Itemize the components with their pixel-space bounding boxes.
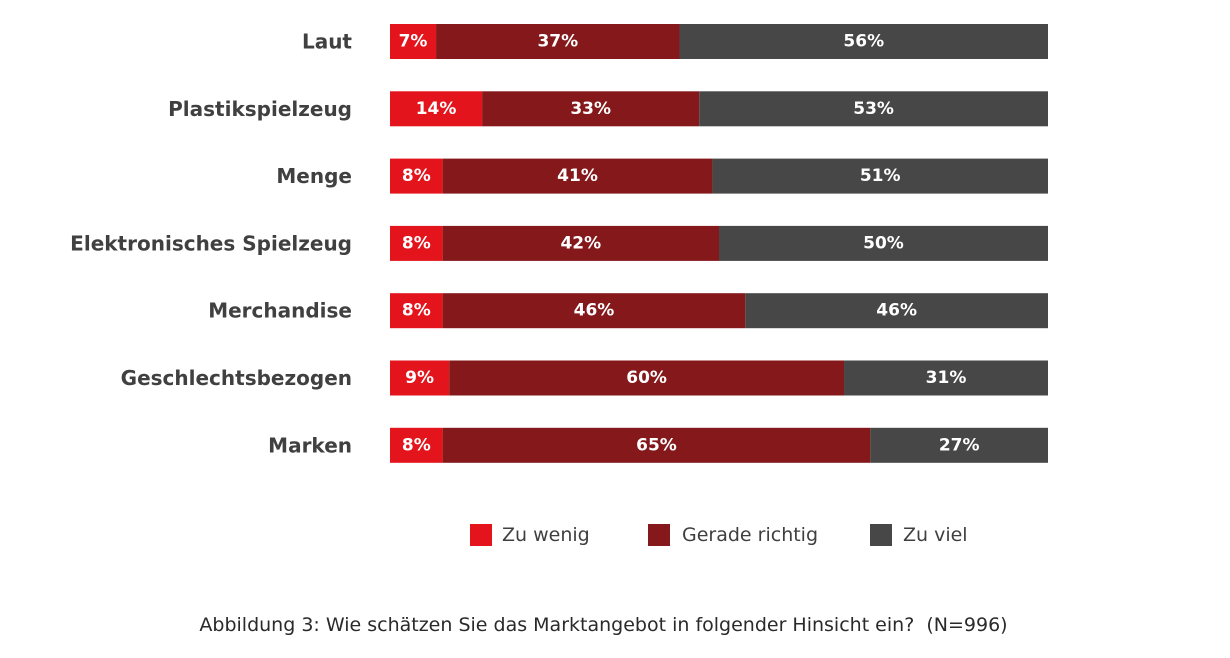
bar-marken-zu-viel — [870, 427, 1048, 463]
value-label-laut-zu-wenig: 7% — [399, 32, 428, 52]
bar-menge-zu-viel — [712, 158, 1048, 194]
category-labels-group: Laut Plastikspielzeug Menge Elektronisches … — [70, 30, 352, 458]
stacked-bar-chart: Laut Plastikspielzeug Menge Elektronisches … — [70, 24, 1048, 546]
value-label-geschlechtsbezogen-gerade-richtig: 60% — [626, 368, 667, 388]
bar-geschlechtsbezogen-gerade-richtig — [449, 360, 845, 396]
value-label-elektronisches-spielzeug-gerade-richtig: 42% — [560, 233, 601, 253]
legend-swatch-zu-viel — [870, 524, 892, 546]
value-label-menge-gerade-richtig: 41% — [557, 166, 598, 186]
bar-elektronisches-spielzeug-zu-viel — [719, 225, 1048, 261]
value-label-elektronisches-spielzeug-zu-wenig: 8% — [402, 233, 431, 253]
value-label-merchandise-zu-viel: 46% — [876, 301, 917, 321]
value-label-merchandise-gerade-richtig: 46% — [574, 301, 615, 321]
bar-merchandise-zu-viel — [745, 293, 1048, 329]
bar-geschlechtsbezogen-zu-viel — [844, 360, 1048, 396]
value-label-plastikspielzeug-gerade-richtig: 33% — [570, 99, 611, 119]
bar-plastikspielzeug-zu-wenig — [390, 91, 483, 127]
value-label-elektronisches-spielzeug-zu-viel: 50% — [863, 233, 904, 253]
bar-plastikspielzeug-zu-viel — [699, 91, 1048, 127]
bar-laut-zu-viel — [679, 24, 1048, 59]
bar-laut-zu-wenig — [390, 24, 437, 59]
bar-laut-gerade-richtig — [436, 24, 680, 59]
bar-menge-zu-wenig — [390, 158, 443, 194]
legend: Zu wenig Gerade richtig Zu viel — [470, 524, 968, 546]
category-label-laut: Laut — [302, 30, 352, 54]
legend-label-zu-wenig: Zu wenig — [502, 524, 590, 546]
category-label-elektronisches-spielzeug: Elektronisches Spielzeug — [70, 231, 352, 255]
bar-elektronisches-spielzeug-zu-wenig — [390, 225, 443, 261]
bar-merchandise-gerade-richtig — [442, 293, 746, 329]
bar-plastikspielzeug-gerade-richtig — [482, 91, 700, 127]
figure-caption: Abbildung 3: Wie schätzen Sie das Markta… — [199, 614, 1008, 636]
value-label-plastikspielzeug-zu-wenig: 14% — [416, 99, 457, 119]
category-label-menge: Menge — [276, 164, 352, 188]
category-label-merchandise: Merchandise — [208, 299, 352, 323]
value-label-marken-zu-wenig: 8% — [402, 435, 431, 455]
category-label-plastikspielzeug: Plastikspielzeug — [168, 97, 352, 121]
legend-label-gerade-richtig: Gerade richtig — [682, 524, 818, 546]
value-label-marken-gerade-richtig: 65% — [636, 435, 677, 455]
bars-group — [390, 24, 1048, 463]
bar-menge-gerade-richtig — [442, 158, 713, 194]
value-label-menge-zu-wenig: 8% — [402, 166, 431, 186]
value-label-laut-gerade-richtig: 37% — [537, 32, 578, 52]
category-label-geschlechtsbezogen: Geschlechtsbezogen — [121, 366, 352, 390]
value-labels-group: 7% 37% 56% 14% 33% 53% 8% 41% 51% 8% 42% 50% 8% 46% 46… — [399, 32, 980, 456]
value-label-laut-zu-viel: 56% — [843, 32, 884, 52]
legend-swatch-gerade-richtig — [648, 524, 670, 546]
value-label-marken-zu-viel: 27% — [939, 435, 980, 455]
bar-geschlechtsbezogen-zu-wenig — [390, 360, 450, 396]
legend-swatch-zu-wenig — [470, 524, 492, 546]
value-label-menge-zu-viel: 51% — [860, 166, 901, 186]
bar-elektronisches-spielzeug-gerade-richtig — [442, 225, 719, 261]
value-label-geschlechtsbezogen-zu-viel: 31% — [926, 368, 967, 388]
legend-label-zu-viel: Zu viel — [903, 524, 968, 546]
value-label-merchandise-zu-wenig: 8% — [402, 301, 431, 321]
value-label-plastikspielzeug-zu-viel: 53% — [853, 99, 894, 119]
bar-marken-gerade-richtig — [442, 427, 871, 463]
bar-merchandise-zu-wenig — [390, 293, 443, 329]
value-label-geschlechtsbezogen-zu-wenig: 9% — [405, 368, 434, 388]
category-label-marken: Marken — [268, 433, 352, 457]
bar-marken-zu-wenig — [390, 427, 443, 463]
